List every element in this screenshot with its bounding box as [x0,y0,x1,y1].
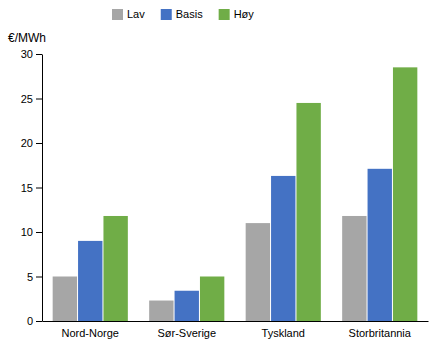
bar [296,103,320,321]
bar [175,291,199,321]
bar [246,223,270,321]
axis-title: €/MWh [8,31,46,45]
tick-mark [36,277,42,278]
tick-label: Nord-Norge [62,327,119,339]
legend-item: Høy [219,8,255,20]
legend-label: Høy [234,8,255,20]
x-axis: Nord-Norge Sør-Sverige Tyskland Storbritann… [43,321,429,339]
legend-item: Basis [161,8,203,20]
tick: 30 [21,48,42,60]
tick: 20 [21,137,42,149]
legend-label: Basis [176,8,203,20]
tick-label: 25 [21,93,33,105]
tick: Storbritannia [349,321,412,339]
bar [368,169,392,321]
bar-series [103,67,417,321]
legend-label: Lav [127,8,145,20]
chart: 0 5 10 15 20 25 30 Nord-Norge Sør-Sverige Tysklan… [0,0,444,355]
tick-label: 10 [21,226,33,238]
tick: 0 [27,315,42,327]
tick-label: Storbritannia [349,327,412,339]
plot-area [53,67,418,321]
tick: Sør-Sverige [157,321,216,339]
tick-mark [36,54,42,55]
tick: 5 [27,271,42,283]
legend-item: Lav [112,8,145,20]
axis-line [43,321,429,322]
tick-mark [36,143,42,144]
bar [393,67,417,321]
axis-line [42,55,43,322]
y-axis: 0 5 10 15 20 25 30 [21,48,43,327]
bar [271,176,295,321]
tick-mark [36,99,42,100]
legend-swatch [112,9,123,20]
tick-label: Tyskland [262,327,305,339]
legend-swatch [161,9,172,20]
tick: 10 [21,226,42,238]
tick-label: 15 [21,182,33,194]
legend-swatch [219,9,230,20]
bar [342,216,366,321]
bar [200,277,224,322]
tick-label: 0 [27,315,33,327]
tick: Tyskland [262,321,305,339]
bar-series [78,169,392,321]
bar [149,301,173,321]
tick-mark [36,232,42,233]
tick-label: 5 [27,271,33,283]
bar [103,216,127,321]
tick: 15 [21,182,42,194]
tick-label: 20 [21,137,33,149]
tick-label: 30 [21,48,33,60]
bar [53,277,77,322]
legend: Lav Basis Høy [112,8,254,20]
tick: Nord-Norge [62,321,119,339]
bar [78,241,102,321]
tick-mark [36,321,42,322]
tick-mark [36,188,42,189]
tick-label: Sør-Sverige [157,327,216,339]
tick: 25 [21,93,42,105]
